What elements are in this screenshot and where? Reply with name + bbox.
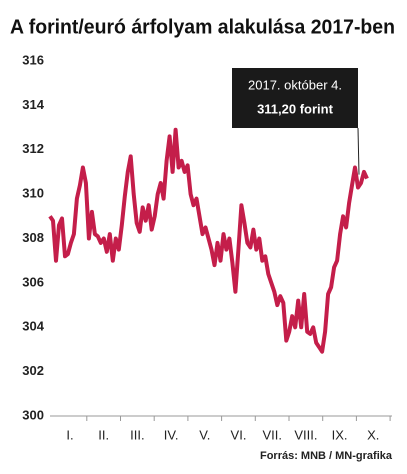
annotation-date: 2017. október 4.	[248, 77, 342, 92]
chart-title: A forint/euró árfolyam alakulása 2017-be…	[10, 16, 395, 38]
y-tick-label: 316	[22, 52, 44, 67]
y-tick-label: 302	[22, 363, 44, 378]
line	[48, 127, 369, 354]
source: Forrás: MNB / MN-grafika	[260, 450, 393, 462]
x-tick-label: III.	[130, 427, 144, 442]
y-tick-label: 308	[22, 230, 44, 245]
x-tick-label: V.	[199, 427, 210, 442]
y-tick-label: 310	[22, 186, 44, 201]
annotation-box	[232, 68, 358, 128]
annotation-value: 311,20 forint	[257, 101, 334, 116]
x-tick-label: VI.	[231, 427, 247, 442]
y-tick-label: 300	[22, 407, 44, 422]
y-tick-label: 306	[22, 274, 44, 289]
y-tick-label: 312	[22, 141, 44, 156]
x-tick-label: IV.	[164, 427, 179, 442]
y-tick-label: 314	[22, 97, 44, 112]
x-tick-label: II.	[98, 427, 109, 442]
annotation-pointer	[357, 127, 360, 175]
y-tick-label: 304	[22, 319, 44, 334]
x-tick-label: VIII.	[294, 427, 317, 442]
x-tick-label: I.	[66, 427, 73, 442]
x-tick-label: VII.	[262, 427, 282, 442]
x-tick-label: IX.	[332, 427, 348, 442]
x-tick-label: X.	[367, 427, 379, 442]
